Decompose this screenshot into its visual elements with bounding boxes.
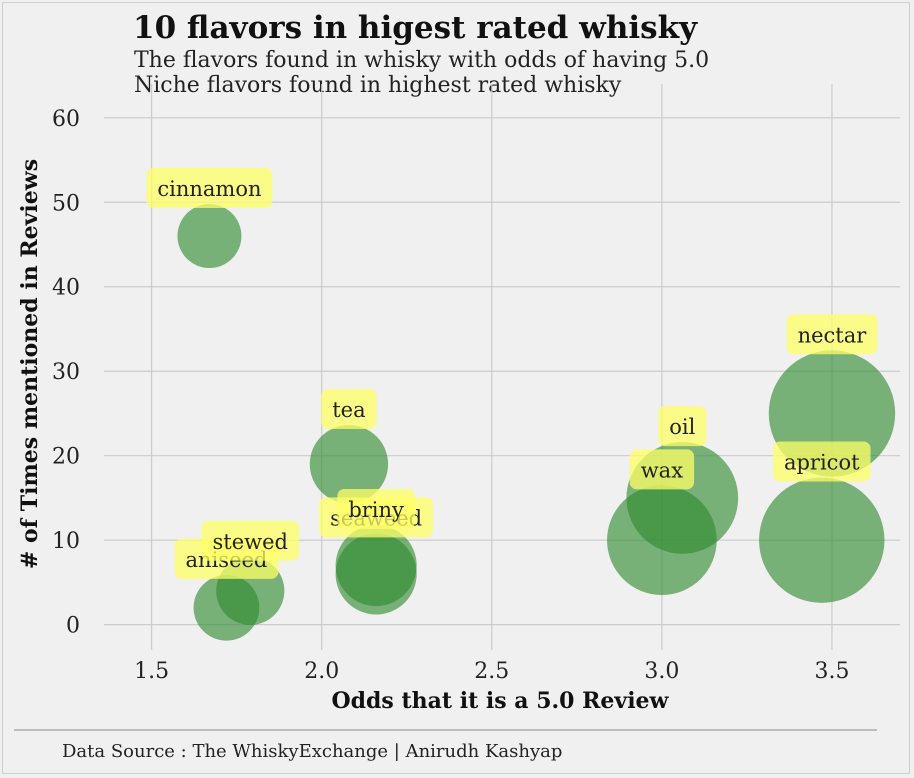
label-apricot: apricot — [772, 441, 871, 482]
label-text-briny: briny — [348, 498, 404, 522]
label-box-briny — [337, 488, 415, 529]
bubble-briny — [335, 524, 417, 607]
y-axis-ticks: 0 10 20 30 40 50 60 — [52, 107, 80, 639]
label-wax: wax — [629, 449, 695, 490]
label-text-tea: tea — [332, 398, 365, 422]
label-text-nectar: nectar — [798, 323, 868, 347]
y-tick-label: 30 — [52, 360, 80, 385]
y-tick-label: 50 — [52, 191, 80, 216]
x-tick-label: 2.5 — [474, 659, 509, 684]
chart-subtitle-line-2: Niche flavors found in highest rated whi… — [134, 73, 622, 98]
label-box-cinnamon — [146, 168, 273, 209]
chart-subtitle-line-1: The flavors found in whisky with odds of… — [134, 48, 709, 73]
y-tick-label: 20 — [52, 445, 80, 470]
bubble-labels: cinnamonaniseedstewedteaseaweedbrinywaxo… — [146, 168, 878, 579]
label-box-apricot — [772, 441, 871, 482]
label-cinnamon: cinnamon — [146, 168, 273, 209]
label-stewed: stewed — [201, 520, 300, 561]
label-box-tea — [321, 388, 377, 429]
label-tea: tea — [321, 388, 377, 429]
y-axis-label: # of Times mentioned in Reviews — [17, 159, 43, 569]
label-briny: briny — [337, 488, 415, 529]
x-axis-label: Odds that it is a 5.0 Review — [332, 688, 670, 714]
y-tick-label: 60 — [52, 107, 80, 132]
label-text-stewed: stewed — [213, 530, 289, 554]
y-tick-label: 40 — [52, 276, 80, 301]
label-text-apricot: apricot — [784, 450, 860, 474]
data-source-caption: Data Source : The WhiskyExchange | Aniru… — [62, 741, 562, 762]
x-tick-label: 2.0 — [304, 659, 339, 684]
y-tick-label: 0 — [66, 614, 80, 639]
bubble-tea — [309, 424, 389, 504]
bubble-apricot — [759, 477, 885, 603]
chart-title: 10 flavors in higest rated whisky — [133, 10, 698, 46]
x-tick-label: 1.5 — [134, 659, 169, 684]
x-tick-label: 3.0 — [644, 659, 679, 684]
label-nectar: nectar — [786, 314, 878, 355]
bubble-cinnamon — [177, 204, 242, 269]
label-box-wax — [629, 449, 695, 490]
bubbles — [177, 204, 896, 641]
label-box-oil — [658, 406, 707, 447]
y-tick-label: 10 — [52, 529, 80, 554]
label-oil: oil — [658, 406, 707, 447]
label-box-nectar — [786, 314, 878, 355]
label-box-stewed — [201, 520, 300, 561]
x-axis-ticks: 1.5 2.0 2.5 3.0 3.5 — [134, 659, 849, 684]
x-tick-label: 3.5 — [814, 659, 849, 684]
label-text-cinnamon: cinnamon — [157, 177, 261, 201]
label-text-wax: wax — [641, 458, 683, 482]
label-text-oil: oil — [669, 415, 695, 439]
